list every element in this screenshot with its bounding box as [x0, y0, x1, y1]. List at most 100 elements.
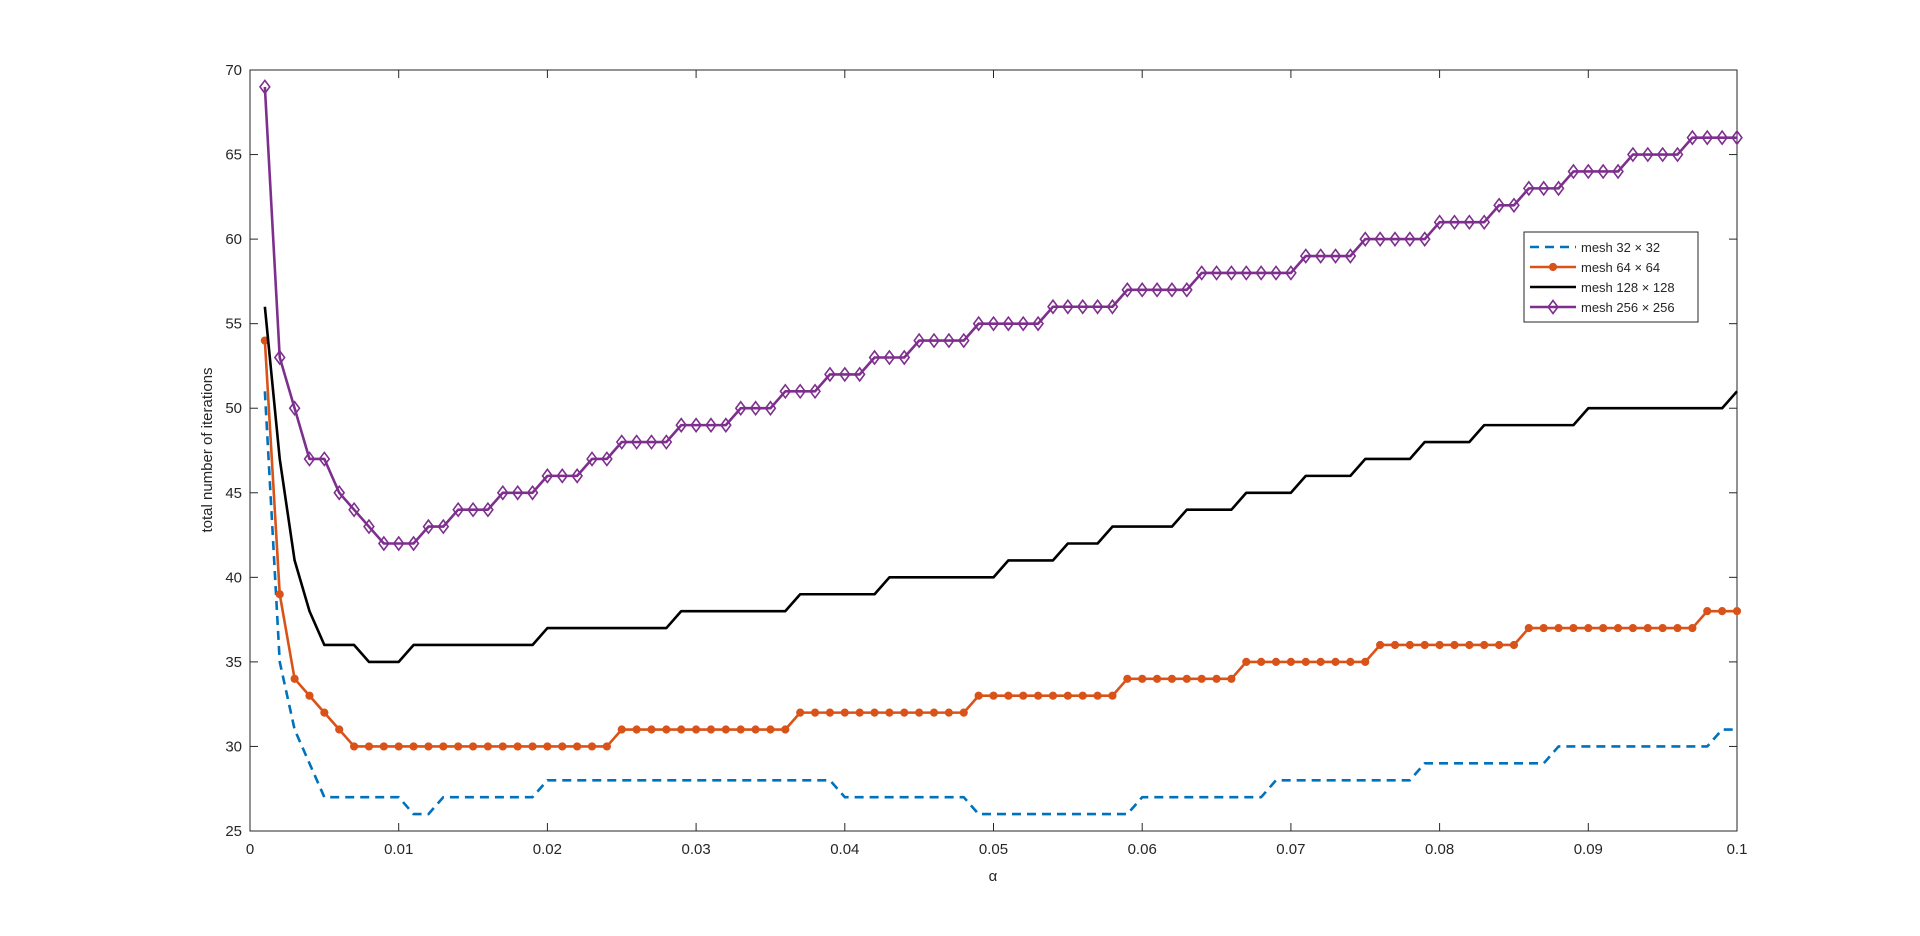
data-point — [645, 434, 658, 450]
data-point — [275, 590, 284, 599]
data-point — [454, 742, 463, 751]
data-point — [1195, 265, 1208, 281]
data-point — [1732, 607, 1742, 616]
data-point — [1403, 231, 1416, 247]
data-point — [721, 725, 730, 734]
data-point — [690, 417, 702, 433]
data-point — [1344, 248, 1357, 264]
x-tick-label: 0.09 — [1574, 841, 1603, 858]
data-point — [1255, 265, 1268, 281]
data-point — [630, 434, 643, 450]
data-point — [1673, 623, 1682, 633]
data-point — [422, 518, 435, 535]
legend-item: mesh 256 × 256 — [1530, 299, 1675, 315]
data-point — [1123, 674, 1132, 683]
data-point — [273, 349, 286, 366]
data-point — [1465, 640, 1474, 650]
data-point — [407, 535, 420, 552]
legend-item: mesh 64 × 64 — [1530, 260, 1660, 275]
data-point — [989, 691, 998, 700]
x-tick-label: 0.02 — [533, 841, 562, 858]
x-tick-label: 0.01 — [384, 841, 413, 858]
data-point — [1718, 607, 1727, 616]
data-point — [349, 742, 359, 751]
series-line — [263, 86, 1737, 545]
data-point — [1641, 146, 1654, 163]
data-point — [677, 725, 686, 734]
data-point — [662, 725, 671, 734]
data-point — [660, 434, 673, 450]
data-point — [898, 349, 911, 366]
plot-area — [249, 69, 1738, 832]
data-point — [1034, 691, 1043, 700]
data-point — [363, 518, 375, 535]
data-point — [719, 417, 732, 433]
y-tick-label: 25 — [225, 823, 242, 840]
data-point — [809, 383, 821, 400]
data-point — [1019, 691, 1028, 700]
axes-layer: 0 0.01 0.02 0.03 0.04 0.05 0.06 0.07 0.08 0.09 0.1… — [225, 62, 1747, 858]
data-point — [1480, 640, 1489, 650]
data-point — [692, 725, 701, 734]
data-point — [1656, 146, 1669, 163]
data-point — [1106, 298, 1119, 315]
series-group — [258, 79, 1743, 552]
data-point — [1151, 282, 1163, 298]
data-point — [1227, 674, 1236, 683]
data-point — [1703, 607, 1712, 616]
data-point — [1331, 657, 1340, 666]
legend-label: mesh 32 × 32 — [1581, 240, 1660, 255]
y-tick-label: 40 — [225, 569, 242, 586]
data-point — [1167, 674, 1177, 683]
data-point — [1597, 163, 1610, 180]
data-point — [870, 708, 879, 717]
y-tick-label: 50 — [225, 400, 242, 417]
y-tick-label: 60 — [225, 231, 242, 248]
data-point — [318, 451, 331, 467]
series-line — [263, 391, 1737, 816]
data-point — [587, 742, 597, 751]
data-point — [1091, 298, 1104, 315]
data-point — [1108, 691, 1117, 700]
data-point — [1420, 640, 1429, 650]
data-point — [1599, 623, 1608, 633]
data-point — [972, 315, 985, 332]
data-point — [1567, 163, 1580, 180]
data-point — [794, 383, 807, 400]
data-point — [913, 332, 926, 349]
x-tick-label: 0.03 — [681, 841, 710, 858]
data-point — [468, 742, 478, 751]
y-tick-label: 65 — [225, 147, 242, 164]
data-point — [796, 708, 805, 717]
data-point — [1314, 248, 1327, 264]
data-point — [1524, 623, 1533, 633]
data-point — [943, 332, 955, 349]
data-point — [868, 349, 881, 366]
data-point — [1004, 691, 1013, 700]
legend: mesh 32 × 32 mesh 64 × 64 mesh 128 × 128 me… — [1523, 231, 1699, 323]
data-point — [377, 535, 390, 552]
x-tick-label: 0.1 — [1727, 841, 1748, 858]
data-point — [1716, 129, 1729, 146]
data-point — [779, 383, 792, 400]
data-point — [528, 742, 537, 751]
data-point — [1078, 691, 1087, 700]
data-point — [1508, 197, 1520, 214]
data-point — [1301, 657, 1310, 666]
data-point — [1448, 214, 1461, 231]
data-point — [1390, 640, 1400, 650]
data-point — [1166, 282, 1178, 298]
data-point — [1627, 146, 1639, 163]
data-point — [573, 742, 582, 751]
data-point — [1552, 180, 1565, 197]
data-point — [1032, 315, 1044, 332]
data-point — [437, 518, 450, 535]
data-point — [1002, 315, 1015, 332]
data-point — [928, 332, 940, 349]
y-tick-label: 30 — [225, 738, 242, 755]
data-point — [1582, 163, 1595, 180]
data-point — [1389, 231, 1401, 247]
data-point — [1671, 146, 1684, 163]
data-point — [1180, 282, 1193, 298]
